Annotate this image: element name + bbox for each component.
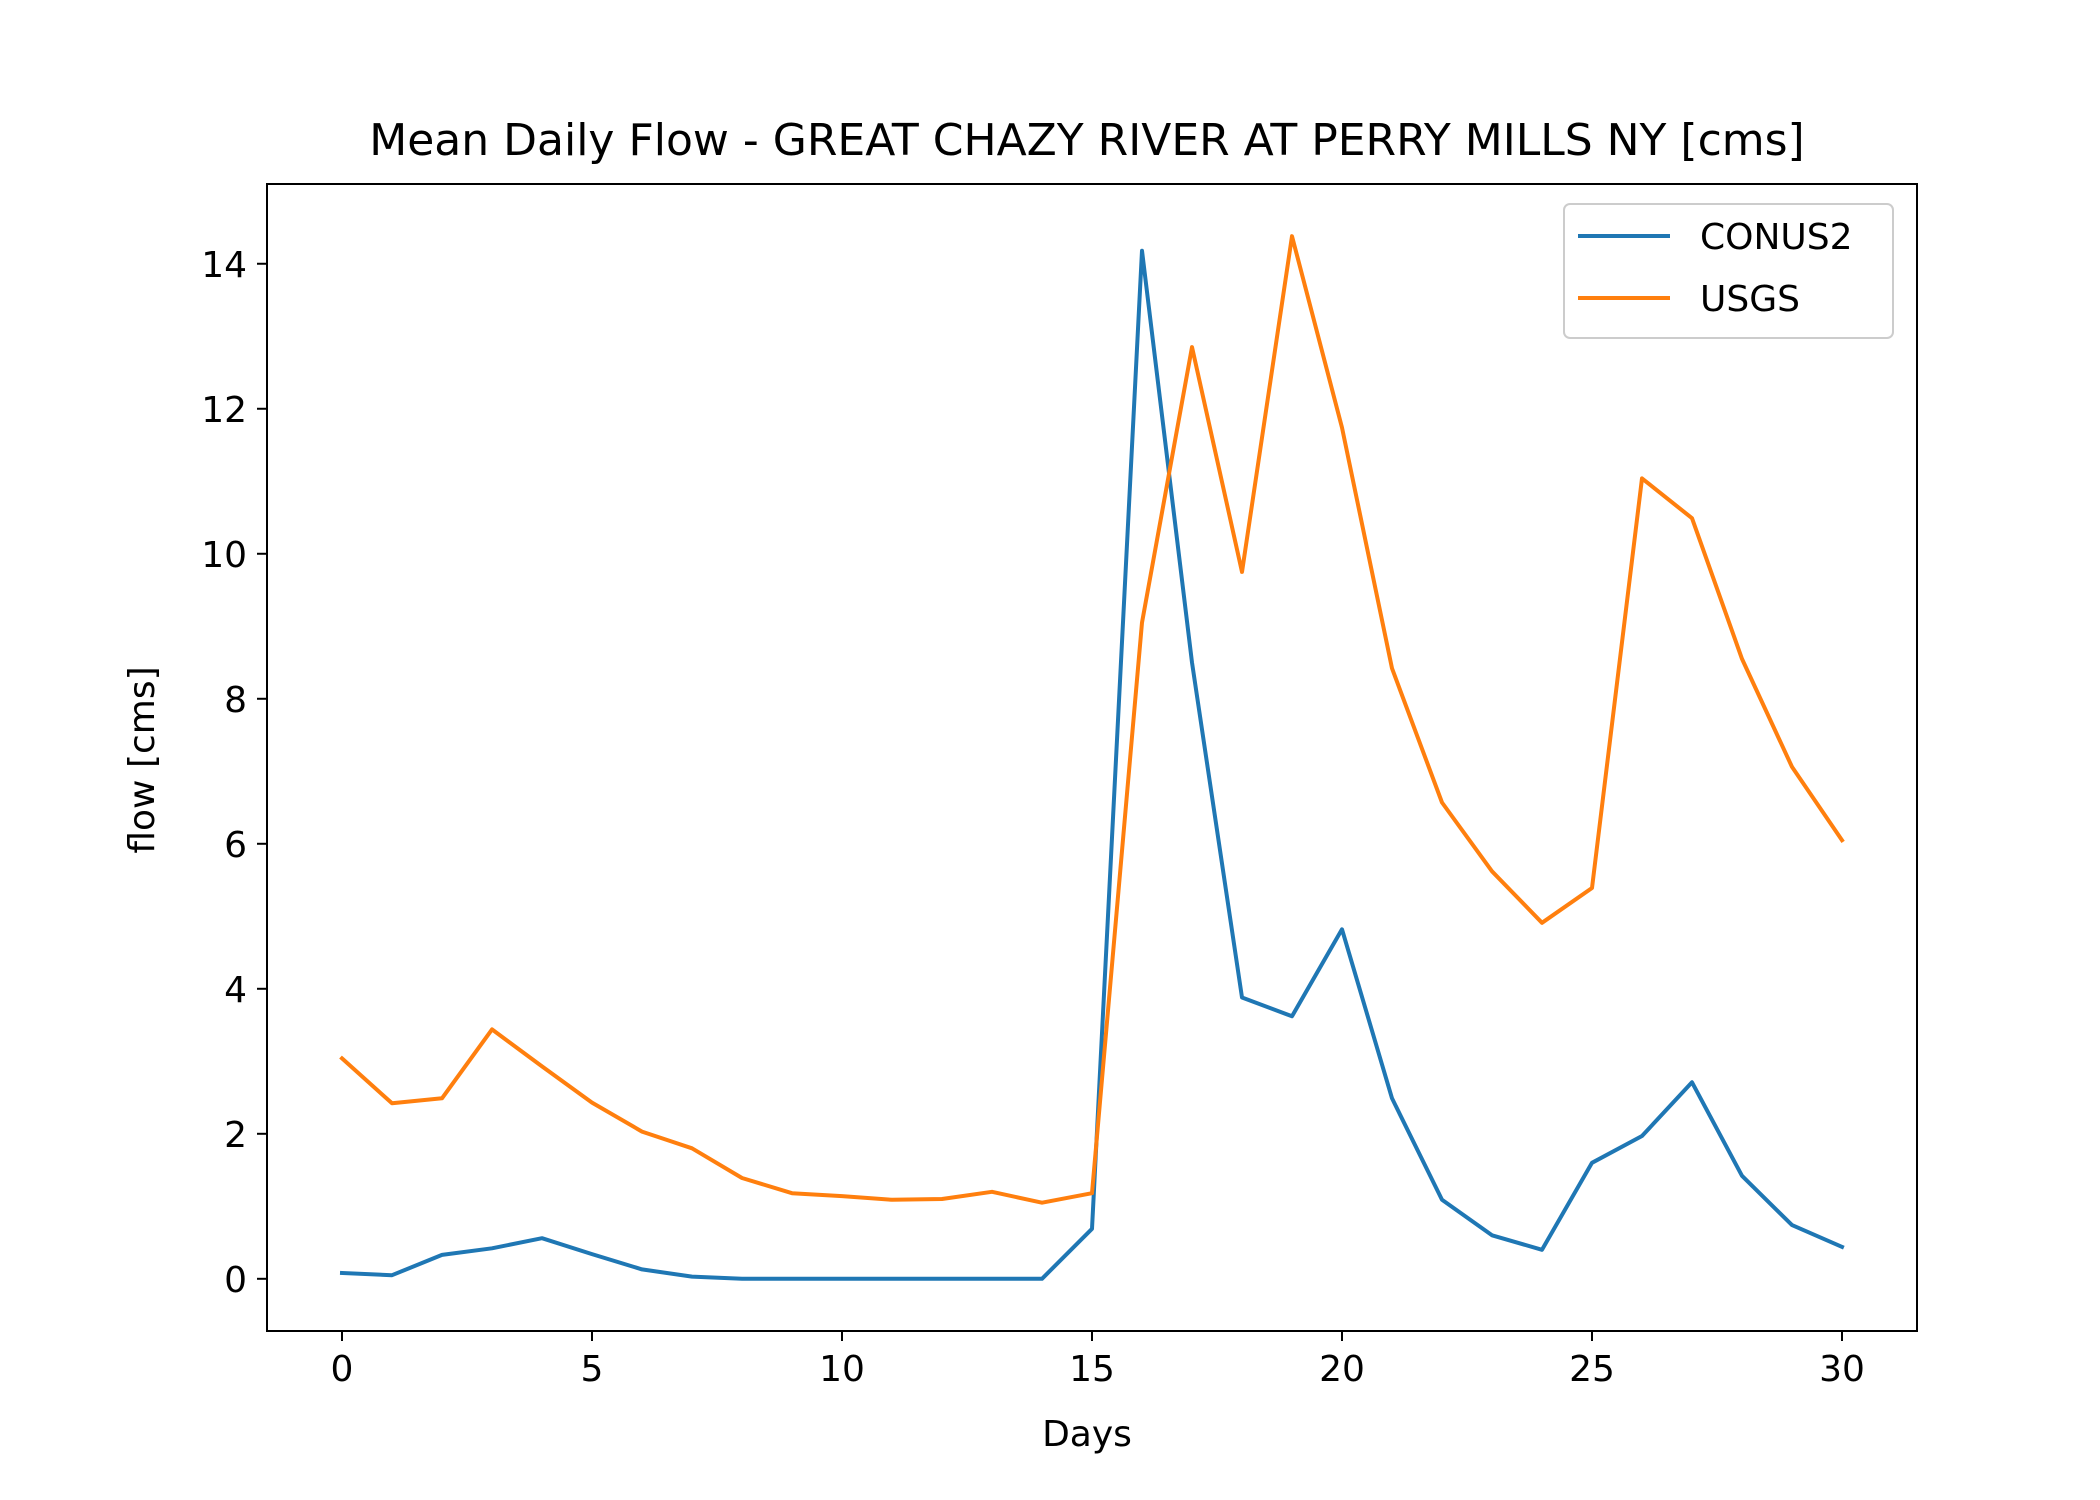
chart-title: Mean Daily Flow - GREAT CHAZY RIVER AT P… <box>369 115 1804 166</box>
x-tick-label: 20 <box>1319 1349 1365 1390</box>
series-line-conus2 <box>339 248 1845 1281</box>
series-layer <box>339 234 1845 1281</box>
y-tick-label: 4 <box>224 970 247 1011</box>
y-tick-label: 10 <box>201 535 247 576</box>
x-axis-label: Days <box>1042 1414 1132 1455</box>
y-tick-label: 0 <box>224 1260 247 1301</box>
x-tick-label: 0 <box>331 1349 354 1390</box>
legend-label-conus2: CONUS2 <box>1700 217 1853 258</box>
legend: CONUS2 USGS <box>1563 203 1894 339</box>
y-tick-label: 8 <box>224 680 247 721</box>
x-axis: 0 5 10 15 20 25 30 <box>331 1331 1865 1390</box>
series-line-usgs <box>339 234 1845 1205</box>
x-tick-label: 10 <box>819 1349 865 1390</box>
x-tick-label: 5 <box>581 1349 604 1390</box>
x-tick-label: 30 <box>1819 1349 1865 1390</box>
y-tick-label: 2 <box>224 1115 247 1156</box>
y-tick-label: 6 <box>224 825 247 866</box>
y-axis-label: flow [cms] <box>122 666 163 853</box>
x-tick-label: 25 <box>1569 1349 1615 1390</box>
x-tick-label: 15 <box>1069 1349 1115 1390</box>
y-tick-label: 14 <box>201 245 247 286</box>
legend-label-usgs: USGS <box>1700 279 1800 320</box>
y-axis: 0 2 4 6 8 10 12 14 <box>201 245 267 1301</box>
y-tick-label: 12 <box>201 390 247 431</box>
